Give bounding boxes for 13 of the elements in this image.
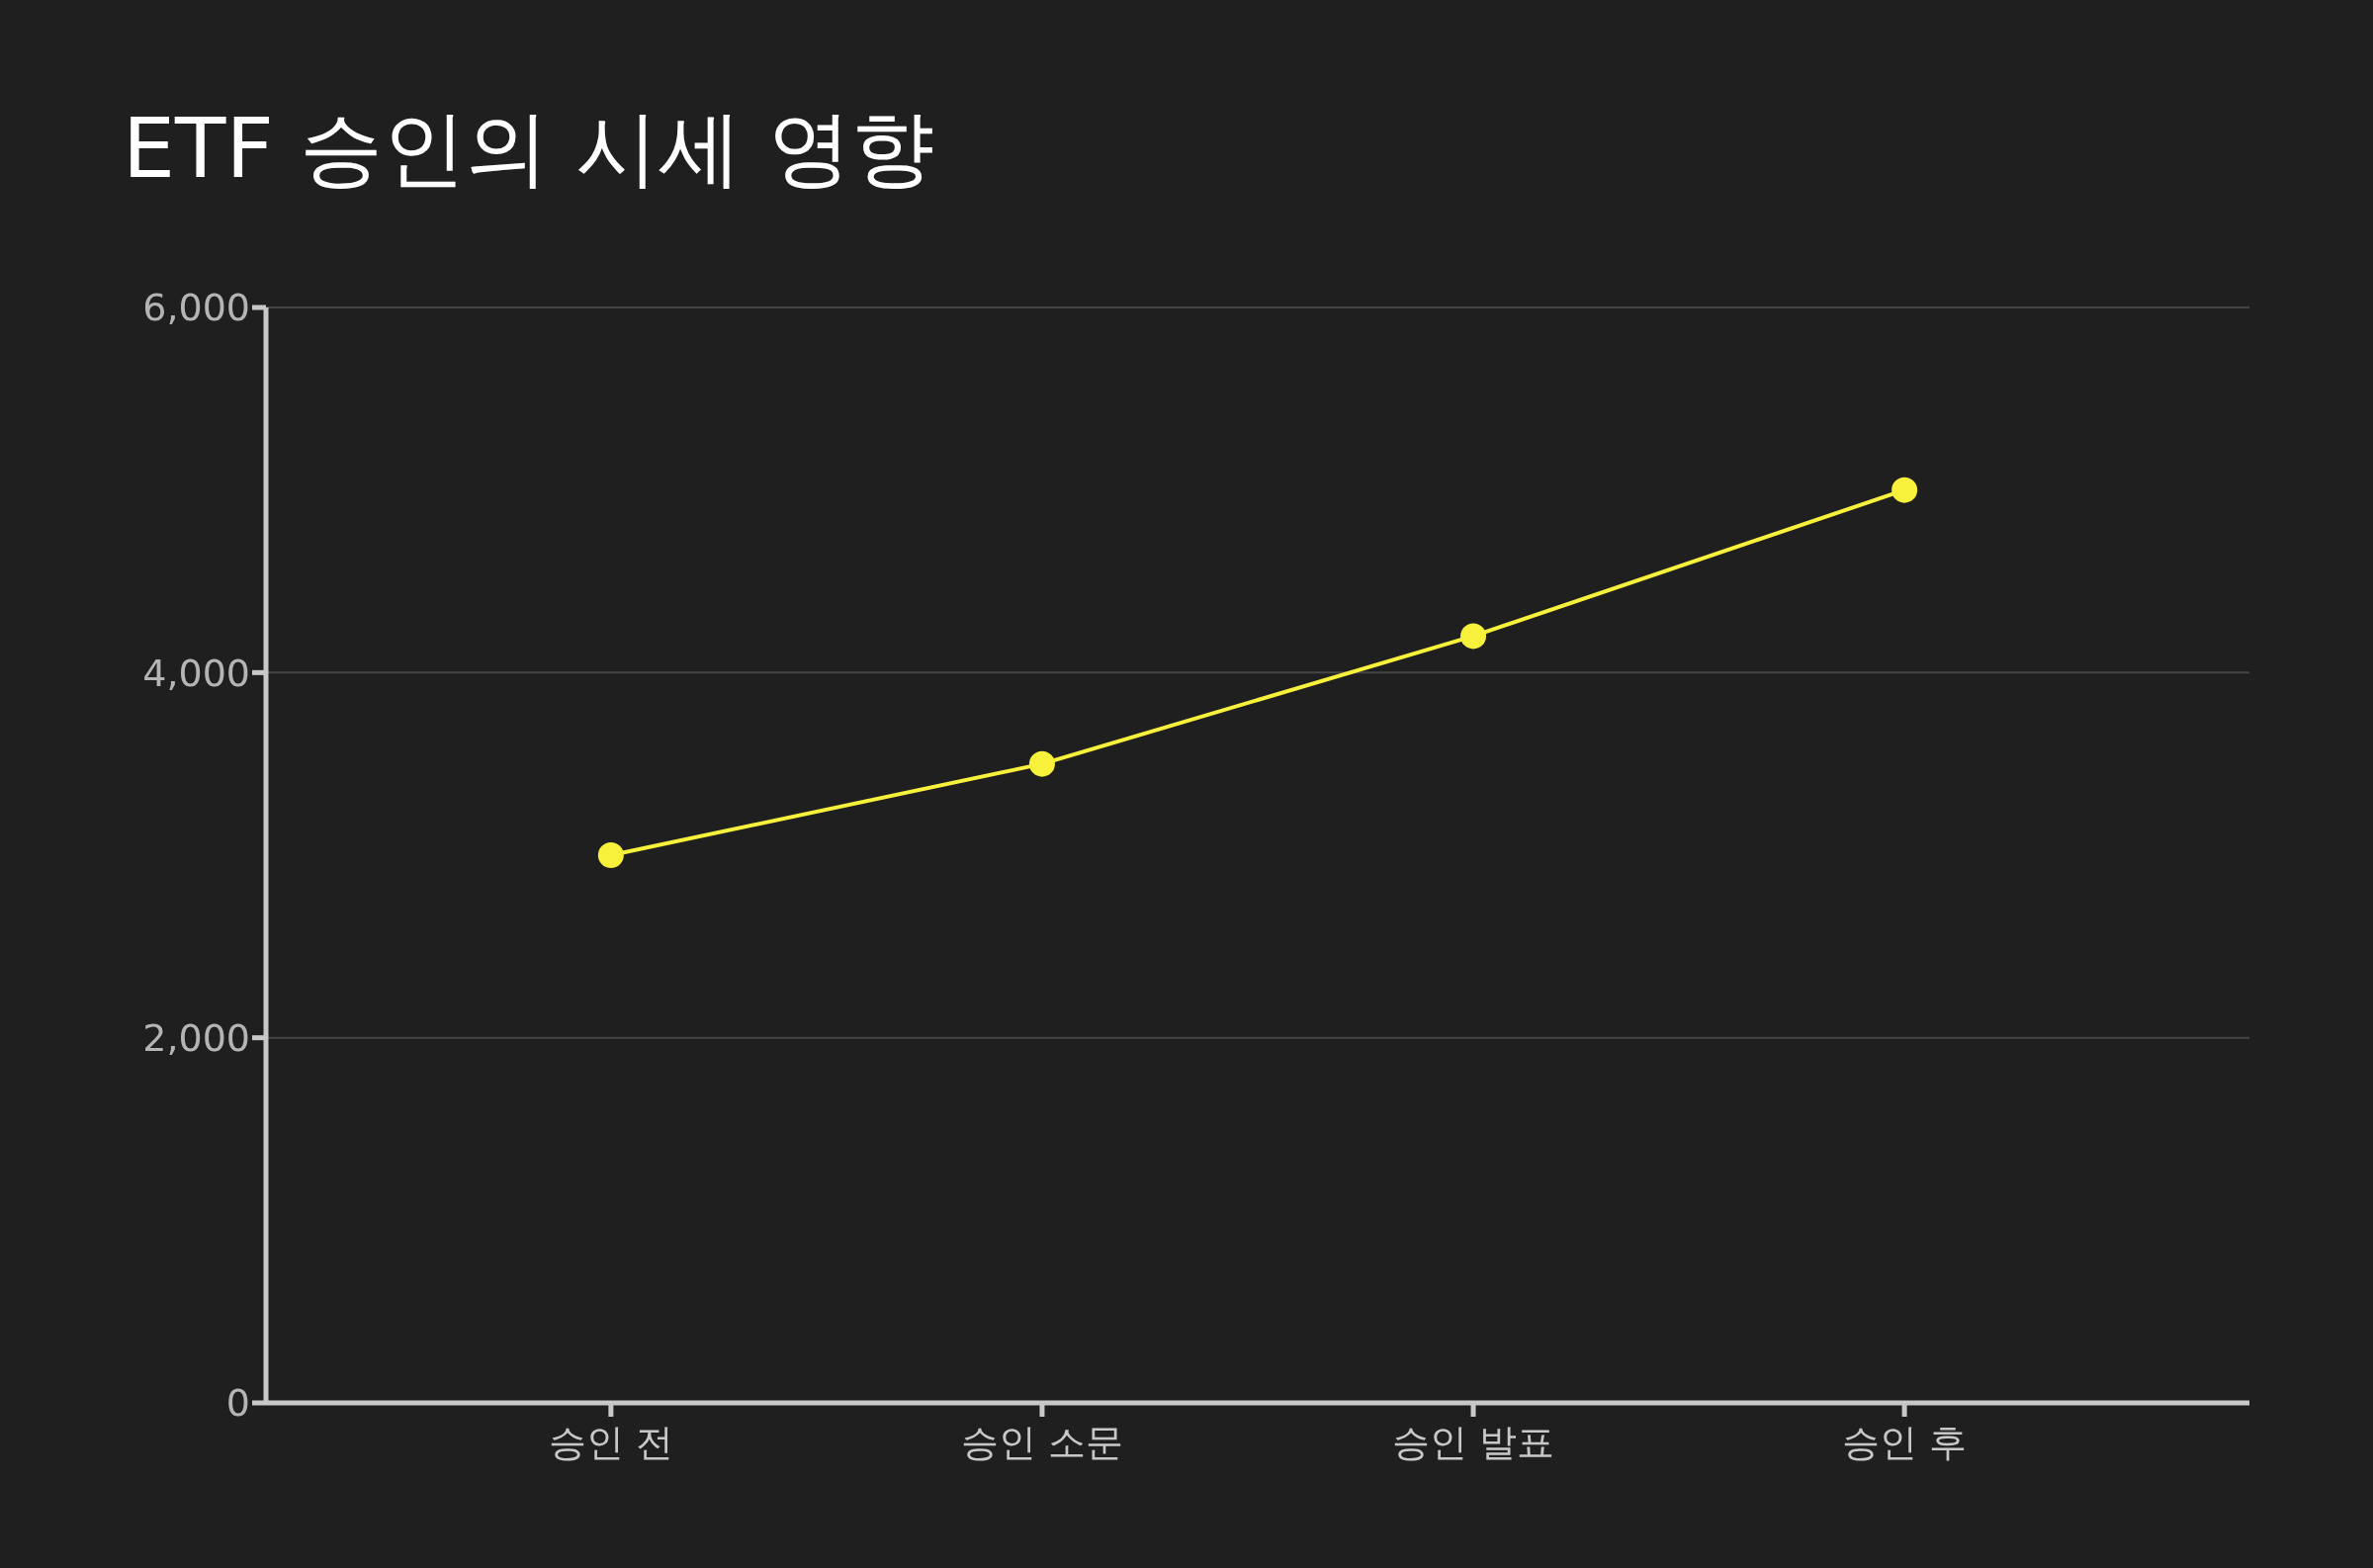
y-tick-label: 0 xyxy=(225,1381,250,1426)
point xyxy=(1028,750,1055,777)
x-tick-label: 승인 전 xyxy=(548,1420,673,1464)
x-tick-label: 승인 소문 xyxy=(960,1420,1123,1464)
point xyxy=(1891,477,1918,503)
y-tick-label: 6,000 xyxy=(142,286,250,330)
point xyxy=(1460,623,1487,650)
y-tick-label: 4,000 xyxy=(142,651,250,695)
point xyxy=(597,842,624,868)
x-tick-label: 승인 발표 xyxy=(1392,1420,1555,1464)
x-tick-label: 승인 후 xyxy=(1842,1420,1968,1464)
chart-title: ETF 승인의 시세 영향 xyxy=(123,99,934,198)
y-tick-label: 2,000 xyxy=(142,1016,250,1061)
